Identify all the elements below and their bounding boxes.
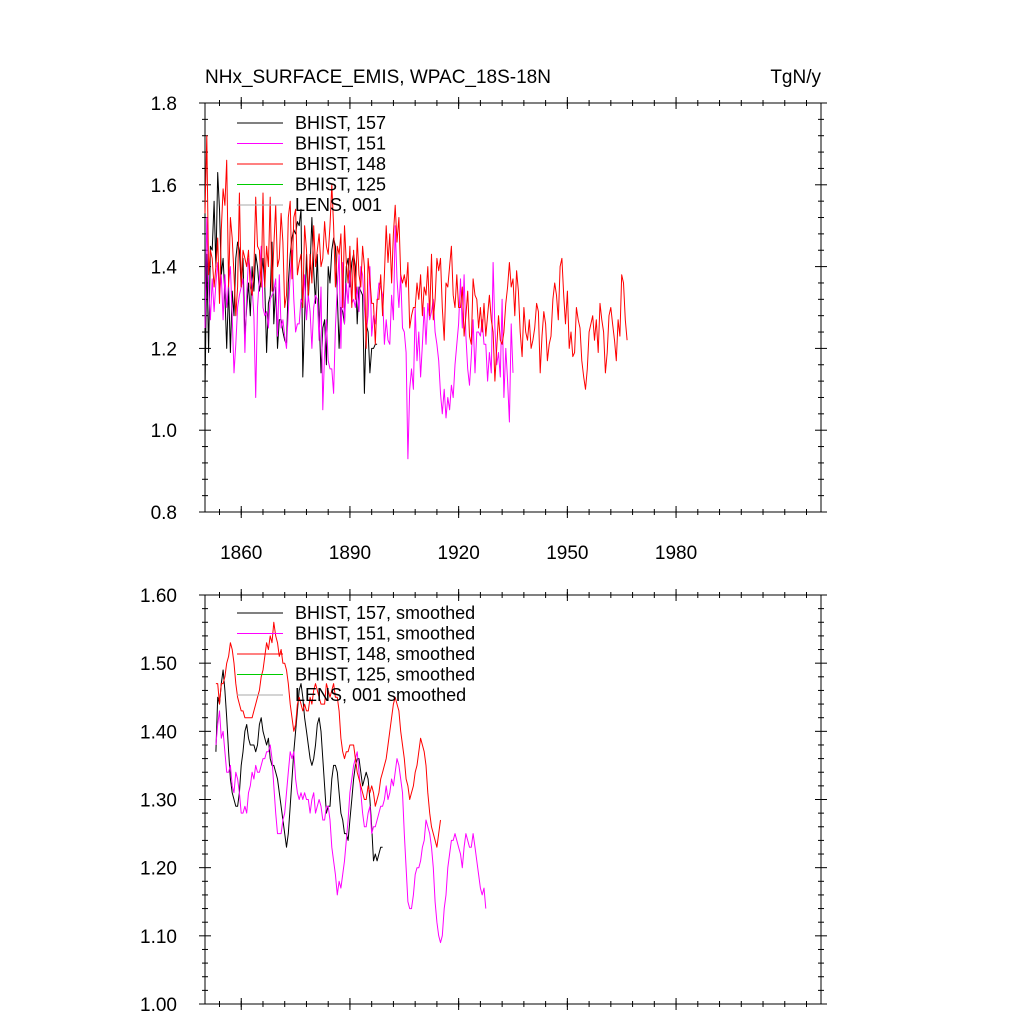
- legend-label: BHIST, 148: [295, 154, 386, 174]
- y-tick-label: 0.8: [151, 503, 177, 524]
- x-tick-label: 1950: [546, 543, 588, 564]
- legend-label: BHIST, 125, smoothed: [295, 665, 475, 685]
- series-line-bhist-151-smoothed: [215, 710, 487, 944]
- y-tick-label: 1.8: [151, 94, 177, 115]
- y-tick-label: 1.50: [140, 654, 177, 675]
- y-tick-label: 1.60: [140, 586, 177, 607]
- series-line-bhist-151: [204, 217, 514, 460]
- series-line-bhist-148-smoothed: [215, 621, 441, 848]
- x-tick-label: 1920: [438, 543, 480, 564]
- legend-label: BHIST, 125: [295, 175, 386, 195]
- y-tick-label: 1.40: [140, 722, 177, 743]
- y-tick-label: 1.00: [140, 995, 177, 1016]
- series-line-bhist-148: [204, 135, 628, 390]
- y-tick-label: 1.20: [140, 859, 177, 880]
- units-label: TgN/y: [770, 67, 821, 88]
- legend-label: BHIST, 157, smoothed: [295, 603, 475, 623]
- x-tick-label: 1860: [220, 543, 262, 564]
- x-tick-label: 1890: [329, 543, 371, 564]
- y-tick-label: 1.0: [151, 421, 177, 442]
- y-tick-label: 1.2: [151, 339, 177, 360]
- series-line-bhist-157-smoothed: [215, 669, 383, 862]
- bottom-panel: 1.00 1.10 1.20 1.30 1.40 1.50 1.60 BHIST, 157, …: [140, 586, 827, 1016]
- x-tick-label: 1980: [655, 543, 697, 564]
- y-tick-label: 1.6: [151, 176, 177, 197]
- legend-label: BHIST, 157: [295, 113, 386, 133]
- legend-label: BHIST, 148, smoothed: [295, 644, 475, 664]
- legend-label: LENS, 001 smoothed: [295, 685, 466, 705]
- chart-title: NHx_SURFACE_EMIS, WPAC_18S-18N: [205, 67, 551, 88]
- legend-label: BHIST, 151, smoothed: [295, 624, 475, 644]
- y-tick-label: 1.4: [151, 258, 178, 279]
- legend-label: LENS, 001: [295, 195, 382, 215]
- y-tick-label: 1.10: [140, 927, 177, 948]
- y-tick-label: 1.30: [140, 791, 177, 812]
- legend-label: BHIST, 151: [295, 134, 386, 154]
- top-panel: 0.8 1.0 1.2 1.4 1.6 1.8 1860 1890 1920 1950 1980 BH…: [151, 94, 827, 564]
